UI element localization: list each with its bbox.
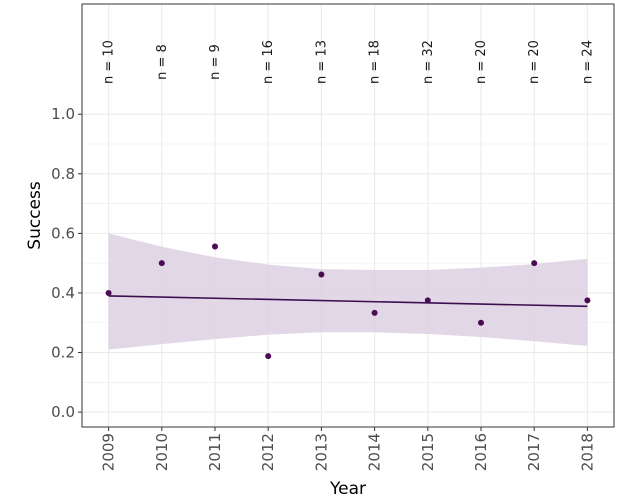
sample-size-label: n = 10 [102,40,117,84]
sample-size-label: n = 20 [474,40,489,84]
y-tick-label: 0.6 [51,224,75,242]
points-layer [105,243,591,360]
sample-size-label: n = 32 [421,40,436,84]
x-tick-label: 2014 [366,433,384,471]
x-tick-label: 2018 [578,433,596,471]
y-tick-label: 0.4 [51,284,75,302]
y-tick-label: 0.8 [51,165,75,183]
data-point [371,309,378,316]
x-tick-label: 2017 [525,433,543,471]
y-axis-title: Success [25,181,45,250]
sample-size-label: n = 24 [580,40,595,84]
data-point [265,353,272,360]
sample-size-label: n = 20 [527,40,542,84]
data-point [584,297,591,304]
sample-size-label: n = 9 [208,44,223,80]
panel-border [81,3,615,428]
data-point [531,260,538,267]
x-tick-label: 2015 [419,433,437,471]
band-layer [108,233,588,350]
sample-size-label: n = 18 [368,40,383,84]
axis-layer: 0.0 0.2 0.4 0.6 0.8 1.0 2009 2010 2011 2012 2013 20… [51,105,596,471]
sample-size-label: n = 13 [314,40,329,84]
x-tick-label: 2010 [153,433,171,471]
data-point [105,289,112,296]
data-point [478,319,484,326]
n-label-layer: n = 10 n = 8 n = 9 n = 16 n = 13 n = 18 n = 32… [102,40,596,84]
x-tick-label: 2009 [100,433,118,471]
sample-size-label: n = 16 [261,40,276,84]
confidence-band [108,233,588,350]
x-tick-label: 2011 [206,433,224,471]
x-tick-label: 2016 [472,433,490,471]
x-tick-label: 2012 [259,433,277,471]
data-point [212,243,218,250]
y-tick-label: 0.0 [51,403,75,421]
data-point [318,271,325,278]
trend-layer [108,295,588,308]
sample-size-label: n = 8 [155,44,170,80]
y-tick-label: 1.0 [51,105,75,123]
grid-layer [82,4,614,427]
data-point [158,260,165,267]
x-axis-title: Year [329,479,366,499]
data-point [424,297,431,304]
trend-line [108,295,588,308]
y-tick-label: 0.2 [51,344,75,362]
x-tick-label: 2013 [312,433,330,471]
